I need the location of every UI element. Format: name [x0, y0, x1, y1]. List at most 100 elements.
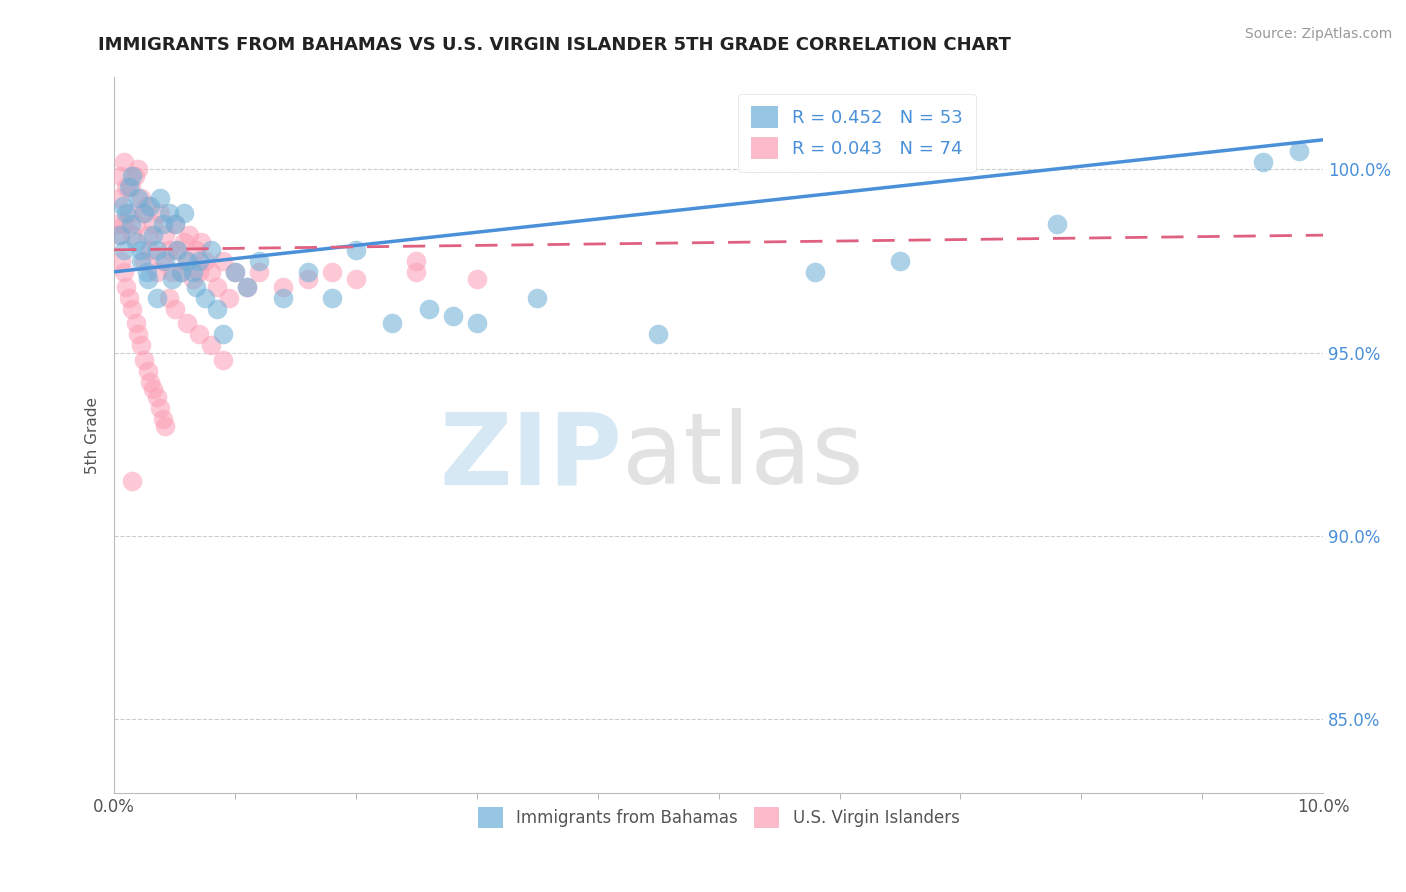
Point: [136, 228, 159, 243]
Point: [145, 291, 167, 305]
Point: [194, 253, 217, 268]
Point: [205, 279, 228, 293]
Point: [247, 253, 270, 268]
Point: [1251, 154, 1274, 169]
Point: [176, 316, 198, 330]
Point: [465, 272, 488, 286]
Point: [236, 279, 259, 293]
Text: ZIP: ZIP: [439, 408, 621, 505]
Point: [127, 327, 149, 342]
Point: [125, 235, 148, 250]
Point: [149, 192, 172, 206]
Point: [111, 199, 134, 213]
Point: [152, 217, 174, 231]
Point: [110, 253, 132, 268]
Point: [224, 265, 246, 279]
Point: [118, 180, 141, 194]
Point: [129, 253, 152, 268]
Point: [321, 291, 343, 305]
Point: [273, 291, 295, 305]
Point: [124, 169, 146, 184]
Point: [121, 474, 143, 488]
Point: [112, 217, 135, 231]
Point: [163, 217, 186, 231]
Point: [160, 272, 183, 286]
Point: [135, 199, 157, 213]
Point: [157, 206, 180, 220]
Point: [205, 301, 228, 316]
Point: [121, 301, 143, 316]
Point: [218, 291, 240, 305]
Point: [134, 206, 156, 220]
Point: [121, 169, 143, 184]
Point: [134, 352, 156, 367]
Point: [200, 243, 222, 257]
Y-axis label: 5th Grade: 5th Grade: [86, 397, 100, 474]
Point: [129, 192, 152, 206]
Point: [139, 199, 162, 213]
Point: [194, 291, 217, 305]
Point: [125, 316, 148, 330]
Point: [441, 309, 464, 323]
Point: [160, 265, 183, 279]
Point: [132, 206, 155, 220]
Point: [112, 243, 135, 257]
Point: [149, 401, 172, 415]
Point: [139, 243, 162, 257]
Point: [108, 192, 131, 206]
Point: [224, 265, 246, 279]
Point: [134, 253, 156, 268]
Point: [181, 272, 204, 286]
Point: [187, 327, 209, 342]
Point: [145, 243, 167, 257]
Point: [139, 375, 162, 389]
Point: [112, 265, 135, 279]
Point: [153, 418, 176, 433]
Point: [149, 206, 172, 220]
Point: [127, 162, 149, 177]
Point: [405, 265, 427, 279]
Point: [153, 253, 176, 268]
Point: [115, 180, 138, 194]
Point: [105, 217, 128, 231]
Text: atlas: atlas: [621, 408, 863, 505]
Point: [145, 265, 167, 279]
Point: [187, 253, 209, 268]
Point: [405, 253, 427, 268]
Point: [135, 265, 157, 279]
Point: [173, 206, 195, 220]
Point: [344, 272, 367, 286]
Point: [418, 301, 440, 316]
Point: [145, 390, 167, 404]
Point: [166, 243, 188, 257]
Point: [321, 265, 343, 279]
Point: [110, 228, 132, 243]
Point: [181, 265, 204, 279]
Point: [176, 253, 198, 268]
Point: [187, 265, 209, 279]
Text: Source: ZipAtlas.com: Source: ZipAtlas.com: [1244, 27, 1392, 41]
Point: [190, 235, 212, 250]
Point: [212, 327, 235, 342]
Point: [173, 235, 195, 250]
Point: [115, 279, 138, 293]
Point: [127, 192, 149, 206]
Point: [153, 228, 176, 243]
Point: [125, 217, 148, 231]
Point: [200, 265, 222, 279]
Point: [136, 272, 159, 286]
Point: [129, 338, 152, 352]
Point: [236, 279, 259, 293]
Point: [157, 291, 180, 305]
Point: [804, 265, 827, 279]
Point: [273, 279, 295, 293]
Legend: Immigrants from Bahamas, U.S. Virgin Islanders: Immigrants from Bahamas, U.S. Virgin Isl…: [471, 801, 966, 834]
Point: [152, 411, 174, 425]
Point: [186, 279, 208, 293]
Point: [179, 228, 201, 243]
Point: [120, 180, 142, 194]
Point: [465, 316, 488, 330]
Point: [142, 217, 165, 231]
Point: [142, 228, 165, 243]
Point: [647, 327, 669, 342]
